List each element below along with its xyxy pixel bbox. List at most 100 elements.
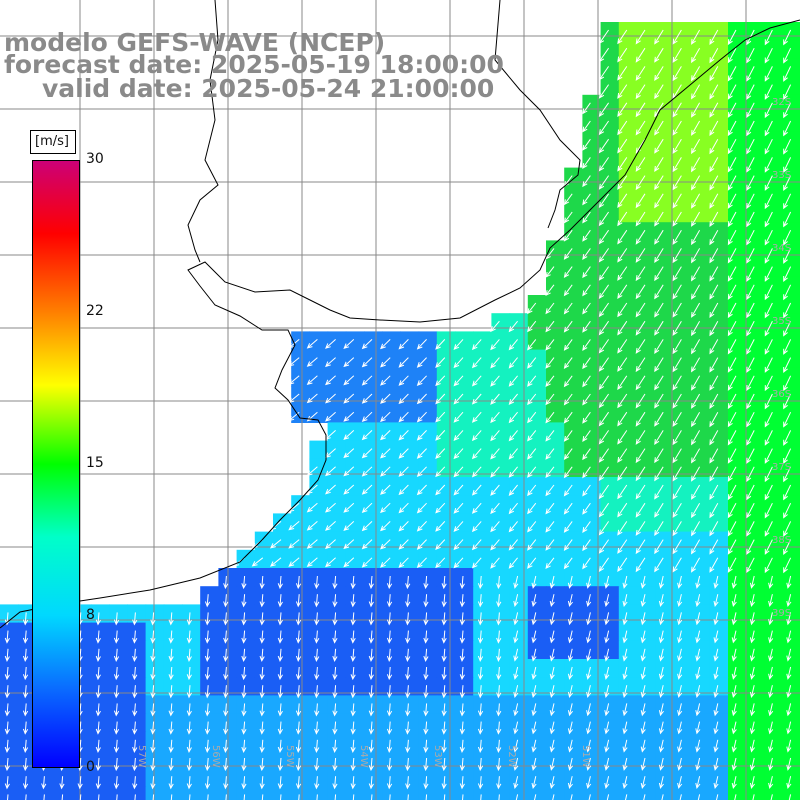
wind-arrow	[713, 739, 719, 753]
wind-cell	[691, 76, 711, 96]
wind-arrow	[477, 703, 484, 717]
wind-arrow	[295, 776, 302, 790]
wind-arrow	[768, 703, 774, 717]
wind-cell	[91, 750, 110, 769]
wind-arrow	[132, 757, 138, 772]
wind-arrow	[241, 648, 247, 662]
wind-cell	[546, 240, 565, 260]
wind-arrow	[783, 339, 792, 355]
wind-arrow	[713, 757, 719, 771]
wind-arrow	[531, 685, 537, 699]
wind-cell	[673, 713, 693, 733]
wind-cell	[273, 604, 292, 624]
wind-cell	[418, 331, 438, 351]
wind-arrow	[386, 630, 393, 644]
wind-arrow	[691, 357, 701, 373]
wind-cell	[0, 713, 19, 733]
wind-arrow	[672, 430, 682, 446]
wind-arrow	[695, 575, 701, 589]
wind-arrow	[672, 302, 682, 318]
wind-arrow	[786, 648, 792, 662]
wind-arrow	[658, 703, 664, 717]
wind-arrow	[786, 575, 792, 589]
wind-cell	[709, 695, 729, 715]
wind-arrow	[41, 776, 47, 790]
wind-cell	[782, 58, 800, 78]
wind-arrow	[709, 539, 719, 555]
wind-arrow	[441, 739, 447, 753]
wind-cell	[145, 768, 165, 787]
wind-cell	[637, 185, 656, 205]
wind-arrow	[186, 739, 192, 753]
wind-cell	[345, 568, 365, 587]
wind-arrow	[709, 411, 719, 428]
wind-cell	[163, 677, 183, 696]
wind-arrow	[453, 466, 464, 478]
wind-cell	[200, 640, 219, 660]
wind-arrow	[496, 739, 502, 753]
wind-arrow	[783, 84, 792, 101]
wind-cell	[382, 713, 401, 733]
wind-arrow	[332, 703, 338, 717]
wind-arrow	[768, 776, 774, 790]
wind-arrow	[640, 612, 646, 626]
wind-arrow	[783, 66, 792, 82]
wind-arrow	[405, 685, 411, 699]
wind-arrow	[259, 757, 265, 772]
wind-arrow	[617, 393, 628, 409]
wind-cell	[109, 659, 128, 678]
wind-cell	[436, 731, 456, 751]
wind-arrow	[598, 266, 610, 281]
wind-arrow	[654, 47, 664, 63]
wind-arrow	[672, 175, 682, 191]
wind-arrow	[22, 721, 29, 735]
wind-arrow	[288, 375, 300, 385]
wind-arrow	[695, 594, 701, 608]
wind-arrow	[672, 448, 682, 464]
wind-arrow	[749, 685, 755, 699]
wind-arrow	[783, 448, 792, 465]
wind-arrow	[691, 375, 701, 391]
wind-cell	[291, 750, 310, 769]
wind-arrow	[332, 594, 338, 608]
wind-arrow	[713, 776, 719, 790]
wind-arrow	[746, 157, 755, 173]
wind-arrow	[453, 393, 464, 405]
wind-arrow	[361, 430, 373, 441]
lon-label: 51W	[580, 745, 591, 768]
wind-cell	[618, 404, 638, 423]
wind-arrow	[545, 484, 555, 497]
wind-arrow	[727, 375, 737, 391]
wind-cell	[618, 258, 638, 278]
wind-arrow	[314, 757, 320, 772]
wind-cell	[473, 713, 492, 733]
wind-arrow	[471, 521, 482, 533]
wind-arrow	[640, 776, 646, 790]
wind-cell	[509, 367, 529, 387]
wind-arrow	[563, 393, 573, 406]
wind-arrow	[259, 666, 265, 681]
wind-arrow	[770, 794, 773, 800]
wind-arrow	[764, 84, 773, 100]
wind-cell	[18, 768, 37, 787]
wind-cell	[455, 750, 474, 769]
wind-cell	[600, 204, 620, 223]
wind-cell	[728, 531, 747, 551]
wind-arrow	[598, 466, 610, 481]
wind-arrow	[768, 757, 774, 771]
wind-arrow	[672, 557, 682, 573]
wind-arrow	[582, 138, 591, 151]
wind-cell	[127, 695, 147, 715]
wind-arrow	[343, 393, 355, 404]
wind-arrow	[783, 521, 792, 537]
wind-arrow	[654, 211, 664, 227]
wind-cell	[436, 677, 456, 696]
wind-arrow	[709, 248, 719, 264]
wind-arrow	[7, 794, 9, 800]
wind-arrow	[4, 666, 10, 681]
wind-cell	[309, 586, 329, 605]
wind-cell	[618, 222, 638, 241]
wind-cell	[382, 677, 401, 696]
wind-cell	[655, 768, 674, 787]
